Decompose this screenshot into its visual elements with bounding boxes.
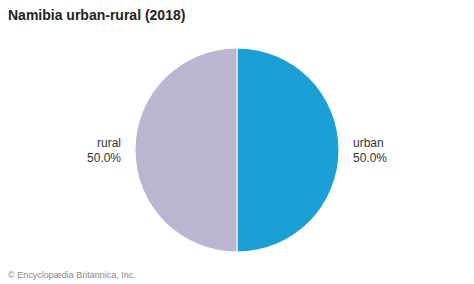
- slice: [237, 48, 339, 252]
- labels: urban50.0%rural50.0%: [87, 136, 387, 165]
- slice: [135, 48, 237, 252]
- data-label: 50.0%: [87, 151, 121, 165]
- title: Namibia urban-rural (2018): [8, 7, 185, 23]
- pie: [135, 48, 339, 252]
- footnote: © Encyclopædia Britannica, Inc.: [8, 270, 136, 280]
- chart-container: Namibia urban-rural (2018) © Encyclopædia…: [0, 0, 474, 284]
- slice-label: rural: [97, 136, 121, 150]
- chart: Namibia urban-rural (2018) © Encyclopædia…: [0, 0, 474, 284]
- data-label: 50.0%: [353, 151, 387, 165]
- slice-label: urban: [353, 136, 384, 150]
